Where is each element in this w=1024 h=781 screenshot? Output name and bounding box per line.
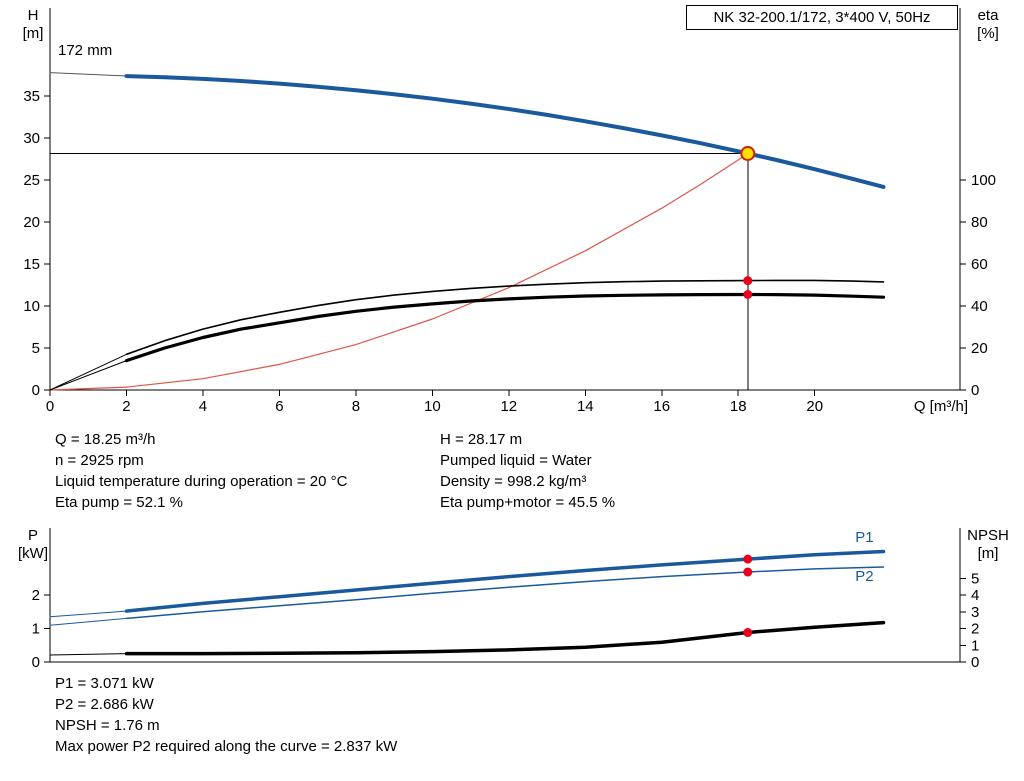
tick-label: 60 [971, 256, 988, 273]
tick-label: 1 [32, 621, 40, 638]
pump-title-box: NK 32-200.1/172, 3*400 V, 50Hz [686, 5, 958, 30]
tick-label: 2 [971, 621, 979, 638]
left-axis-title: [kW] [18, 545, 48, 562]
tick-label: 20 [23, 214, 40, 231]
speed-value: n = 2925 rpm [55, 452, 144, 469]
tick-label: 35 [23, 88, 40, 105]
right-axis-title: [m] [978, 545, 999, 562]
tick-label: 25 [23, 172, 40, 189]
impeller-lead [49, 72, 127, 77]
duty-point-dot [743, 628, 753, 638]
tick-label: 6 [275, 398, 283, 415]
operating-data-right: H = 28.17 m Pumped liquid = Water Densit… [440, 429, 615, 513]
tick-label: 30 [23, 130, 40, 147]
tick-label: 14 [577, 398, 594, 415]
right-axis-title: eta [978, 7, 1000, 24]
system-curve [49, 152, 749, 391]
tick-label: 5 [32, 340, 40, 357]
duty-point-dot [743, 567, 753, 577]
tick-label: 16 [653, 398, 670, 415]
impeller-diameter-label: 172 mm [58, 42, 113, 59]
tick-label: 40 [971, 298, 988, 315]
tick-label: 20 [806, 398, 823, 415]
npsh-curve [124, 620, 886, 656]
left-axis-title: [m] [23, 25, 44, 42]
tick-label: 0 [971, 382, 979, 399]
p2-value: P2 = 2.686 kW [55, 696, 154, 713]
duty-point-dot [743, 554, 753, 564]
p1-lead [49, 610, 127, 618]
pumped-liquid-value: Pumped liquid = Water [440, 452, 592, 469]
tick-label: 0 [32, 654, 40, 671]
power-data: P1 = 3.071 kW P2 = 2.686 kW NPSH = 1.76 … [55, 673, 397, 757]
tick-label: 1 [971, 637, 979, 654]
x-axis-title: Q [m³/h] [914, 398, 968, 415]
eta-pump-motor-lead [49, 360, 127, 391]
eta-pump-motor-value: Eta pump+motor = 45.5 % [440, 494, 616, 511]
head-curve [124, 74, 886, 189]
npsh-lead [49, 653, 127, 656]
duty-point-dot [743, 276, 753, 286]
eta-pump-value: Eta pump = 52.1 % [55, 494, 183, 511]
tick-label: 10 [424, 398, 441, 415]
right-axis-title: NPSH [967, 527, 1009, 544]
tick-label: 4 [199, 398, 207, 415]
p2-curve [125, 566, 885, 620]
tick-label: 4 [971, 587, 979, 604]
tick-label: 2 [32, 587, 40, 604]
tick-label: 5 [971, 570, 979, 587]
eta-pump-curve [125, 279, 885, 356]
eta-pump-lead [49, 353, 127, 391]
density-value: Density = 998.2 kg/m³ [440, 473, 587, 490]
liquid-temperature-value: Liquid temperature during operation = 20… [55, 473, 348, 490]
tick-label: 10 [23, 298, 40, 315]
p1-value: P1 = 3.071 kW [55, 675, 154, 692]
eta-pump-motor-curve [124, 292, 886, 363]
curve-label-p1: P1 [855, 529, 873, 546]
max-power-value: Max power P2 required along the curve = … [55, 738, 398, 755]
tick-label: 0 [971, 654, 979, 671]
qh-eta-chart: 0 5 10 15 20 25 30 35 0 20 40 60 80 100 0 2 4 6 8 10 12 14 16 1… [23, 7, 1000, 415]
tick-label: 100 [971, 172, 996, 189]
tick-label: 3 [971, 604, 979, 621]
npsh-value: NPSH = 1.76 m [55, 717, 160, 734]
tick-label: 20 [971, 340, 988, 357]
left-axis-title: H [28, 7, 39, 24]
tick-label: 0 [32, 382, 40, 399]
right-axis-title: [%] [977, 25, 999, 42]
curve-label-p2: P2 [855, 568, 873, 585]
tick-label: 0 [46, 398, 54, 415]
tick-label: 80 [971, 214, 988, 231]
p2-lead [49, 617, 127, 626]
head-value: H = 28.17 m [440, 431, 523, 448]
left-axis-title: P [28, 527, 38, 544]
tick-label: 2 [122, 398, 130, 415]
tick-label: 12 [500, 398, 517, 415]
tick-label: 15 [23, 256, 40, 273]
operating-point-marker [740, 145, 756, 161]
p1-curve [124, 549, 886, 613]
flow-value: Q = 18.25 m³/h [55, 431, 156, 448]
tick-label: 18 [730, 398, 747, 415]
tick-label: 8 [352, 398, 360, 415]
operating-data-left: Q = 18.25 m³/h n = 2925 rpm Liquid tempe… [55, 429, 347, 513]
duty-point-dot [743, 290, 753, 299]
